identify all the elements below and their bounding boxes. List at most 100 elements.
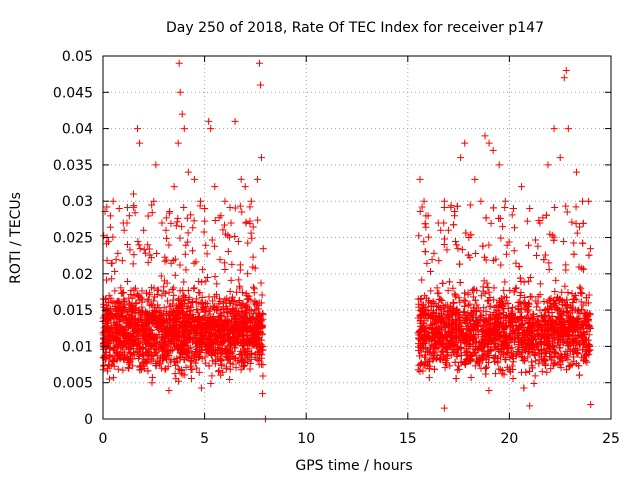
data-point bbox=[515, 263, 523, 271]
data-point bbox=[152, 161, 160, 169]
data-point bbox=[185, 314, 193, 322]
data-point bbox=[424, 348, 432, 356]
data-point bbox=[586, 342, 594, 350]
data-point bbox=[208, 372, 216, 380]
data-point bbox=[106, 362, 114, 370]
data-point bbox=[150, 197, 158, 205]
data-point bbox=[487, 219, 495, 227]
data-point bbox=[444, 287, 452, 295]
data-point bbox=[217, 306, 225, 314]
data-point bbox=[180, 278, 188, 286]
data-point bbox=[113, 298, 121, 306]
data-point bbox=[138, 287, 146, 295]
data-point bbox=[575, 263, 583, 271]
data-point bbox=[151, 293, 159, 301]
data-point bbox=[143, 297, 151, 305]
data-point bbox=[132, 326, 140, 334]
data-point bbox=[122, 317, 130, 325]
x-tick-label: 15 bbox=[399, 431, 417, 447]
data-point bbox=[190, 259, 198, 267]
data-point bbox=[526, 367, 534, 375]
data-point bbox=[259, 372, 267, 380]
data-point bbox=[170, 358, 178, 366]
data-point bbox=[164, 297, 172, 305]
data-point bbox=[133, 347, 141, 355]
data-point bbox=[215, 368, 223, 376]
data-point bbox=[417, 311, 425, 319]
data-point bbox=[112, 321, 120, 329]
data-point bbox=[125, 315, 133, 323]
data-point bbox=[568, 347, 576, 355]
data-point bbox=[459, 330, 467, 338]
data-point bbox=[223, 352, 231, 360]
data-point bbox=[201, 306, 209, 314]
data-point bbox=[506, 287, 514, 295]
data-point bbox=[155, 331, 163, 339]
data-point bbox=[246, 220, 254, 228]
data-point bbox=[510, 329, 518, 337]
data-point bbox=[249, 223, 257, 231]
data-point bbox=[101, 352, 109, 360]
data-point bbox=[235, 351, 243, 359]
data-point bbox=[446, 302, 454, 310]
data-point bbox=[440, 197, 448, 205]
data-point bbox=[539, 214, 547, 222]
data-point bbox=[517, 305, 525, 313]
data-point bbox=[112, 256, 120, 264]
data-point bbox=[247, 229, 255, 237]
data-point bbox=[435, 329, 443, 337]
data-point bbox=[248, 350, 256, 358]
data-point bbox=[453, 324, 461, 332]
data-point bbox=[560, 238, 568, 246]
data-point bbox=[425, 348, 433, 356]
data-point bbox=[244, 270, 252, 278]
data-point bbox=[195, 341, 203, 349]
data-point bbox=[451, 309, 459, 317]
data-point bbox=[543, 368, 551, 376]
data-point bbox=[510, 247, 518, 255]
data-point bbox=[525, 277, 533, 285]
data-point bbox=[197, 197, 205, 205]
data-point bbox=[505, 238, 513, 246]
data-point bbox=[439, 279, 447, 287]
data-point bbox=[146, 342, 154, 350]
data-point bbox=[485, 314, 493, 322]
data-point bbox=[195, 289, 203, 297]
data-point bbox=[556, 322, 564, 330]
data-point bbox=[421, 362, 429, 370]
data-point bbox=[464, 301, 472, 309]
data-point bbox=[217, 333, 225, 341]
data-point bbox=[447, 329, 455, 337]
data-point bbox=[550, 125, 558, 133]
data-point bbox=[479, 341, 487, 349]
data-point bbox=[418, 203, 426, 211]
data-point bbox=[452, 333, 460, 341]
data-point bbox=[425, 374, 433, 382]
data-point bbox=[499, 223, 507, 231]
data-point bbox=[251, 323, 259, 331]
data-point bbox=[474, 357, 482, 365]
data-point bbox=[553, 304, 561, 312]
data-point bbox=[549, 343, 557, 351]
data-point bbox=[216, 346, 224, 354]
data-point bbox=[242, 316, 250, 324]
data-point bbox=[472, 249, 480, 257]
data-point bbox=[162, 256, 170, 264]
data-point bbox=[227, 219, 235, 227]
data-point bbox=[206, 346, 214, 354]
data-point bbox=[518, 321, 526, 329]
data-point bbox=[181, 312, 189, 320]
data-point bbox=[572, 220, 580, 228]
y-tick-label: 0.015 bbox=[53, 303, 93, 319]
data-point bbox=[162, 308, 170, 316]
data-point bbox=[103, 276, 111, 284]
data-point bbox=[506, 318, 514, 326]
data-point bbox=[234, 331, 242, 339]
data-point bbox=[415, 335, 423, 343]
data-point bbox=[438, 348, 446, 356]
data-point bbox=[484, 283, 492, 291]
data-point bbox=[566, 324, 574, 332]
data-point bbox=[238, 308, 246, 316]
y-tick-label: 0.005 bbox=[53, 376, 93, 392]
data-point bbox=[116, 340, 124, 348]
